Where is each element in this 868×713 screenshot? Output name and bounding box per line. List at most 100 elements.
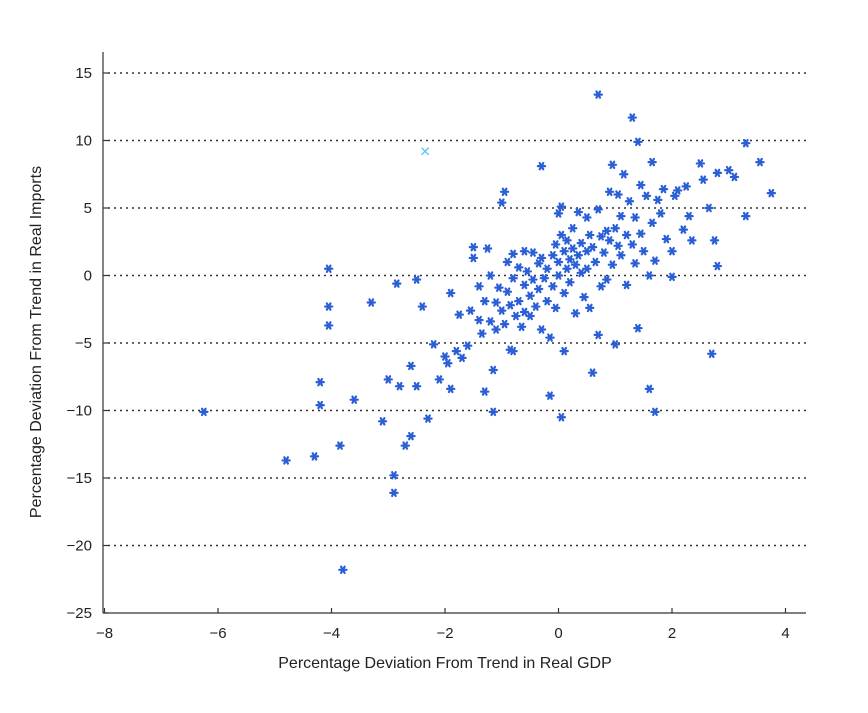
data-point [514,296,524,306]
data-point [610,340,620,349]
data-point [741,211,751,221]
data-point [641,191,652,201]
data-point [553,271,564,280]
data-point [491,298,501,307]
data-point [619,170,629,179]
data-point [417,302,427,311]
data-points [199,90,777,575]
data-point [704,203,714,213]
data-point [525,291,535,300]
data-point [565,255,575,264]
data-point [559,246,569,256]
data-point [383,375,393,384]
data-point [502,257,513,267]
data-point [616,211,626,221]
data-point [454,310,464,319]
data-point [542,264,552,273]
data-point [621,230,632,240]
data-point [485,271,496,280]
data-point [411,275,422,284]
data-point [570,260,581,269]
x-tick-label: −8 [96,625,113,642]
x-tick-label: 2 [668,625,676,642]
data-point [406,361,416,371]
data-point [465,306,476,315]
data-point [445,288,456,298]
data-point [644,271,655,280]
data-point [502,287,513,296]
data-point [199,407,209,417]
data-point [556,230,567,240]
data-point [488,365,498,375]
data-point [434,375,445,384]
data-point [607,260,618,269]
data-point [567,244,578,253]
data-point [505,300,515,310]
data-point [573,251,584,260]
y-tick-label: 0 [84,268,92,285]
data-point [650,407,660,417]
data-point [562,264,572,273]
data-point [681,182,691,191]
data-point [338,565,348,575]
data-point [633,323,643,333]
y-tick-label: 10 [75,133,92,150]
data-point [582,213,592,222]
data-point [474,315,484,325]
data-point [599,248,609,257]
data-point [323,264,334,273]
data-point [497,198,507,207]
data-point [630,259,640,268]
data-point [440,352,450,361]
data-point [687,236,697,245]
data-point [712,261,723,271]
axes [102,52,806,614]
data-point [545,391,555,400]
data-point [315,377,325,387]
data-point [550,240,561,249]
data-point [610,224,620,233]
data-point [636,180,646,190]
data-point [613,241,623,251]
data-point [667,246,677,256]
data-point [647,157,657,167]
data-point [528,275,538,284]
data-point [519,307,530,317]
y-tick-label: −15 [67,470,92,487]
x-tick-label: −6 [209,625,226,642]
data-point [661,234,672,244]
data-point [616,251,626,260]
data-point [480,387,490,396]
data-point [451,346,462,356]
data-point [516,322,527,332]
data-point [508,249,518,259]
data-point [559,346,569,356]
data-point [613,190,623,199]
x-tick-label: 4 [781,625,789,642]
data-point [596,232,606,241]
data-point [389,488,399,498]
data-point [593,330,603,340]
data-point [394,381,405,391]
y-tick-label: −20 [67,538,92,555]
y-tick-label: −10 [67,403,92,420]
data-point [570,309,581,318]
data-point [497,306,507,315]
data-point [709,236,720,245]
data-point [536,253,547,263]
data-point [587,368,598,377]
data-point [468,242,479,252]
data-point [766,188,777,198]
data-point [445,384,456,394]
data-point [533,284,544,294]
data-point [621,280,632,290]
data-point [636,229,646,238]
data-point [349,395,359,404]
data-point [712,168,723,178]
data-point [695,159,706,168]
y-tick-label: −25 [67,605,92,622]
data-point [567,224,578,233]
data-point [678,225,689,234]
data-point [707,349,717,359]
